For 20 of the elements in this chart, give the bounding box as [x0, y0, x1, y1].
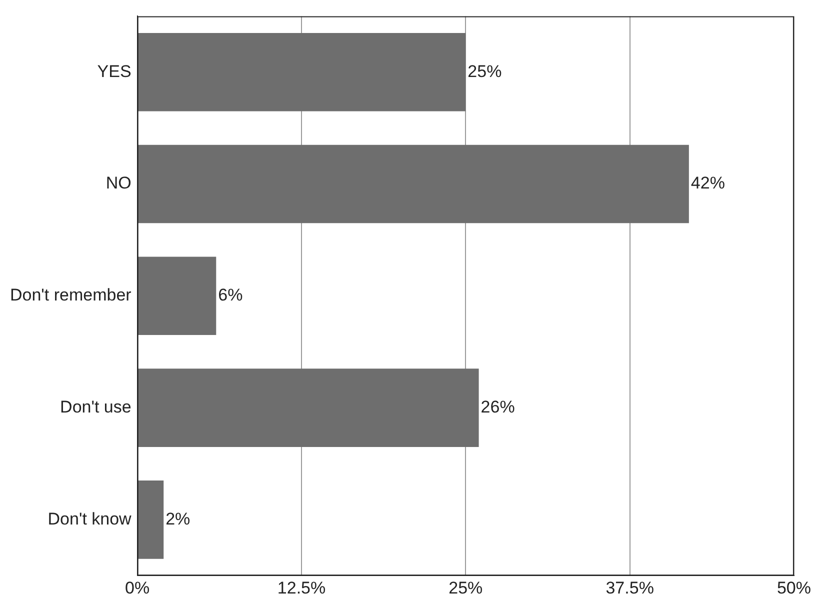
- x-tick-label: 50%: [776, 578, 812, 598]
- x-tick-label: 37.5%: [606, 578, 654, 598]
- data-label: 42%: [690, 174, 725, 193]
- x-tick-label: 0%: [125, 578, 150, 598]
- bar: [138, 480, 164, 559]
- bar: [138, 144, 689, 224]
- data-label: 2%: [166, 509, 190, 528]
- y-tick-label: YES: [97, 62, 132, 81]
- data-label: 6%: [218, 286, 243, 305]
- x-tick-label: 12.5%: [277, 578, 326, 598]
- y-tick-label: Don't remember: [10, 286, 132, 305]
- x-tick-label: 25%: [448, 578, 483, 598]
- data-label: 26%: [480, 397, 515, 416]
- bar: [138, 32, 466, 112]
- bar: [138, 368, 479, 447]
- y-tick-label: NO: [106, 174, 132, 193]
- y-tick-label: Don't use: [60, 397, 132, 416]
- data-label: 25%: [468, 62, 502, 81]
- y-tick-label: Don't know: [48, 509, 132, 528]
- bar: [138, 256, 216, 336]
